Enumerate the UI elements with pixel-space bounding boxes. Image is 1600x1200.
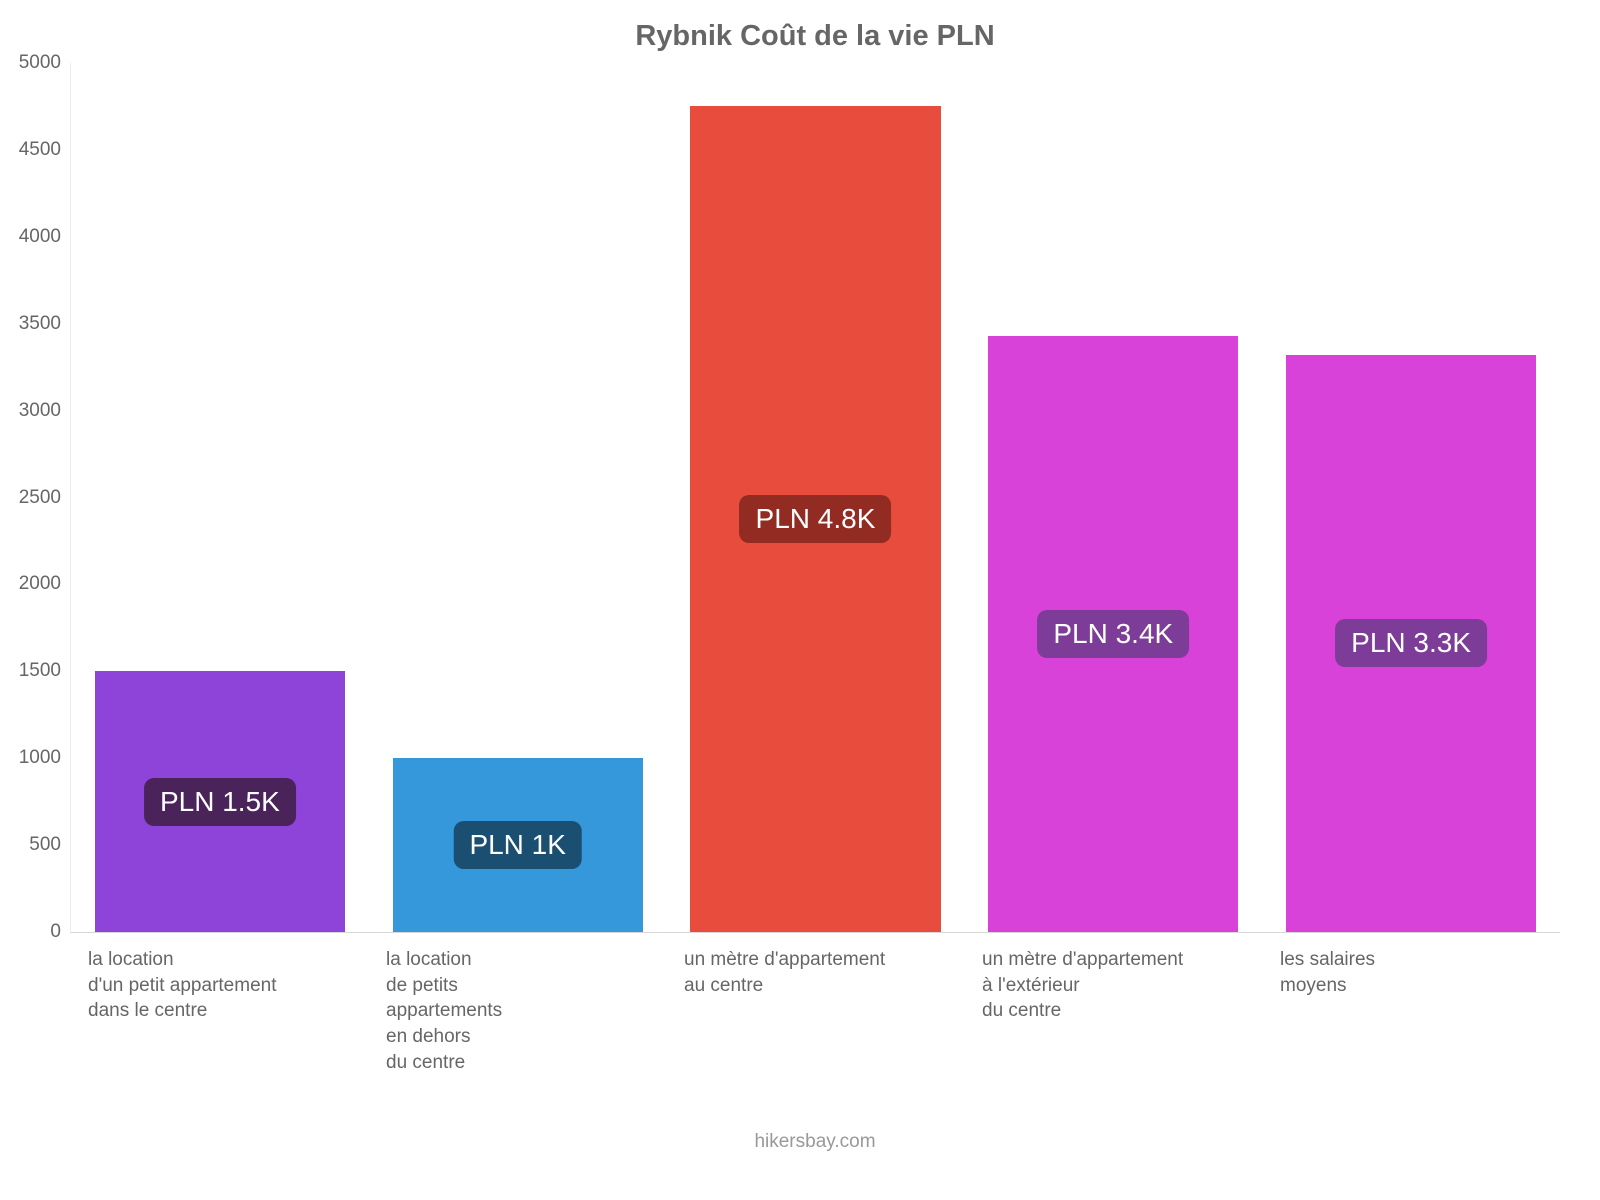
- y-tick-label: 1000: [1, 747, 61, 769]
- y-tick-label: 3500: [1, 313, 61, 335]
- bar: PLN 1.5K: [95, 671, 345, 932]
- bar: PLN 4.8K: [690, 106, 940, 932]
- x-axis-label: la locationde petitsappartementsen dehor…: [368, 947, 666, 1075]
- y-tick-label: 4500: [1, 139, 61, 161]
- bar: PLN 3.4K: [988, 336, 1238, 932]
- bar-slot: PLN 3.4K: [964, 63, 1262, 932]
- x-axis-labels: la locationd'un petit appartementdans le…: [70, 947, 1560, 1075]
- x-axis-label: les salairesmoyens: [1262, 947, 1560, 1075]
- y-tick-label: 3000: [1, 400, 61, 422]
- bar-value-label: PLN 4.8K: [740, 495, 892, 543]
- bar-value-label: PLN 1K: [453, 821, 582, 869]
- cost-of-living-chart: Rybnik Coût de la vie PLN PLN 1.5K PLN 1K…: [0, 0, 1600, 1200]
- bars-container: PLN 1.5K PLN 1K PLN 4.8K PLN 3.4K PLN 3.3K: [71, 63, 1560, 932]
- bar-slot: PLN 4.8K: [667, 63, 965, 932]
- y-tick-label: 0: [1, 921, 61, 943]
- attribution-text: hikersbay.com: [70, 1131, 1560, 1153]
- y-tick-label: 5000: [1, 52, 61, 74]
- x-axis-label: un mètre d'appartementà l'extérieurdu ce…: [964, 947, 1262, 1075]
- chart-title: Rybnik Coût de la vie PLN: [70, 20, 1560, 53]
- y-tick-label: 500: [1, 834, 61, 856]
- bar-slot: PLN 3.3K: [1262, 63, 1560, 932]
- bar: PLN 1K: [393, 758, 643, 932]
- plot-area: PLN 1.5KPLN 1KPLN 4.8KPLN 3.4KPLN 3.3K 0…: [70, 63, 1560, 933]
- y-tick-label: 1500: [1, 660, 61, 682]
- bar-slot: PLN 1.5K: [71, 63, 369, 932]
- bar-value-label: PLN 1.5K: [144, 778, 296, 826]
- x-axis-label: la locationd'un petit appartementdans le…: [70, 947, 368, 1075]
- bar-slot: PLN 1K: [369, 63, 667, 932]
- y-tick-label: 4000: [1, 226, 61, 248]
- x-axis-label: un mètre d'appartementau centre: [666, 947, 964, 1075]
- y-tick-label: 2000: [1, 573, 61, 595]
- bar: PLN 3.3K: [1286, 355, 1536, 932]
- bar-value-label: PLN 3.3K: [1335, 619, 1487, 667]
- bar-value-label: PLN 3.4K: [1037, 610, 1189, 658]
- y-tick-label: 2500: [1, 487, 61, 509]
